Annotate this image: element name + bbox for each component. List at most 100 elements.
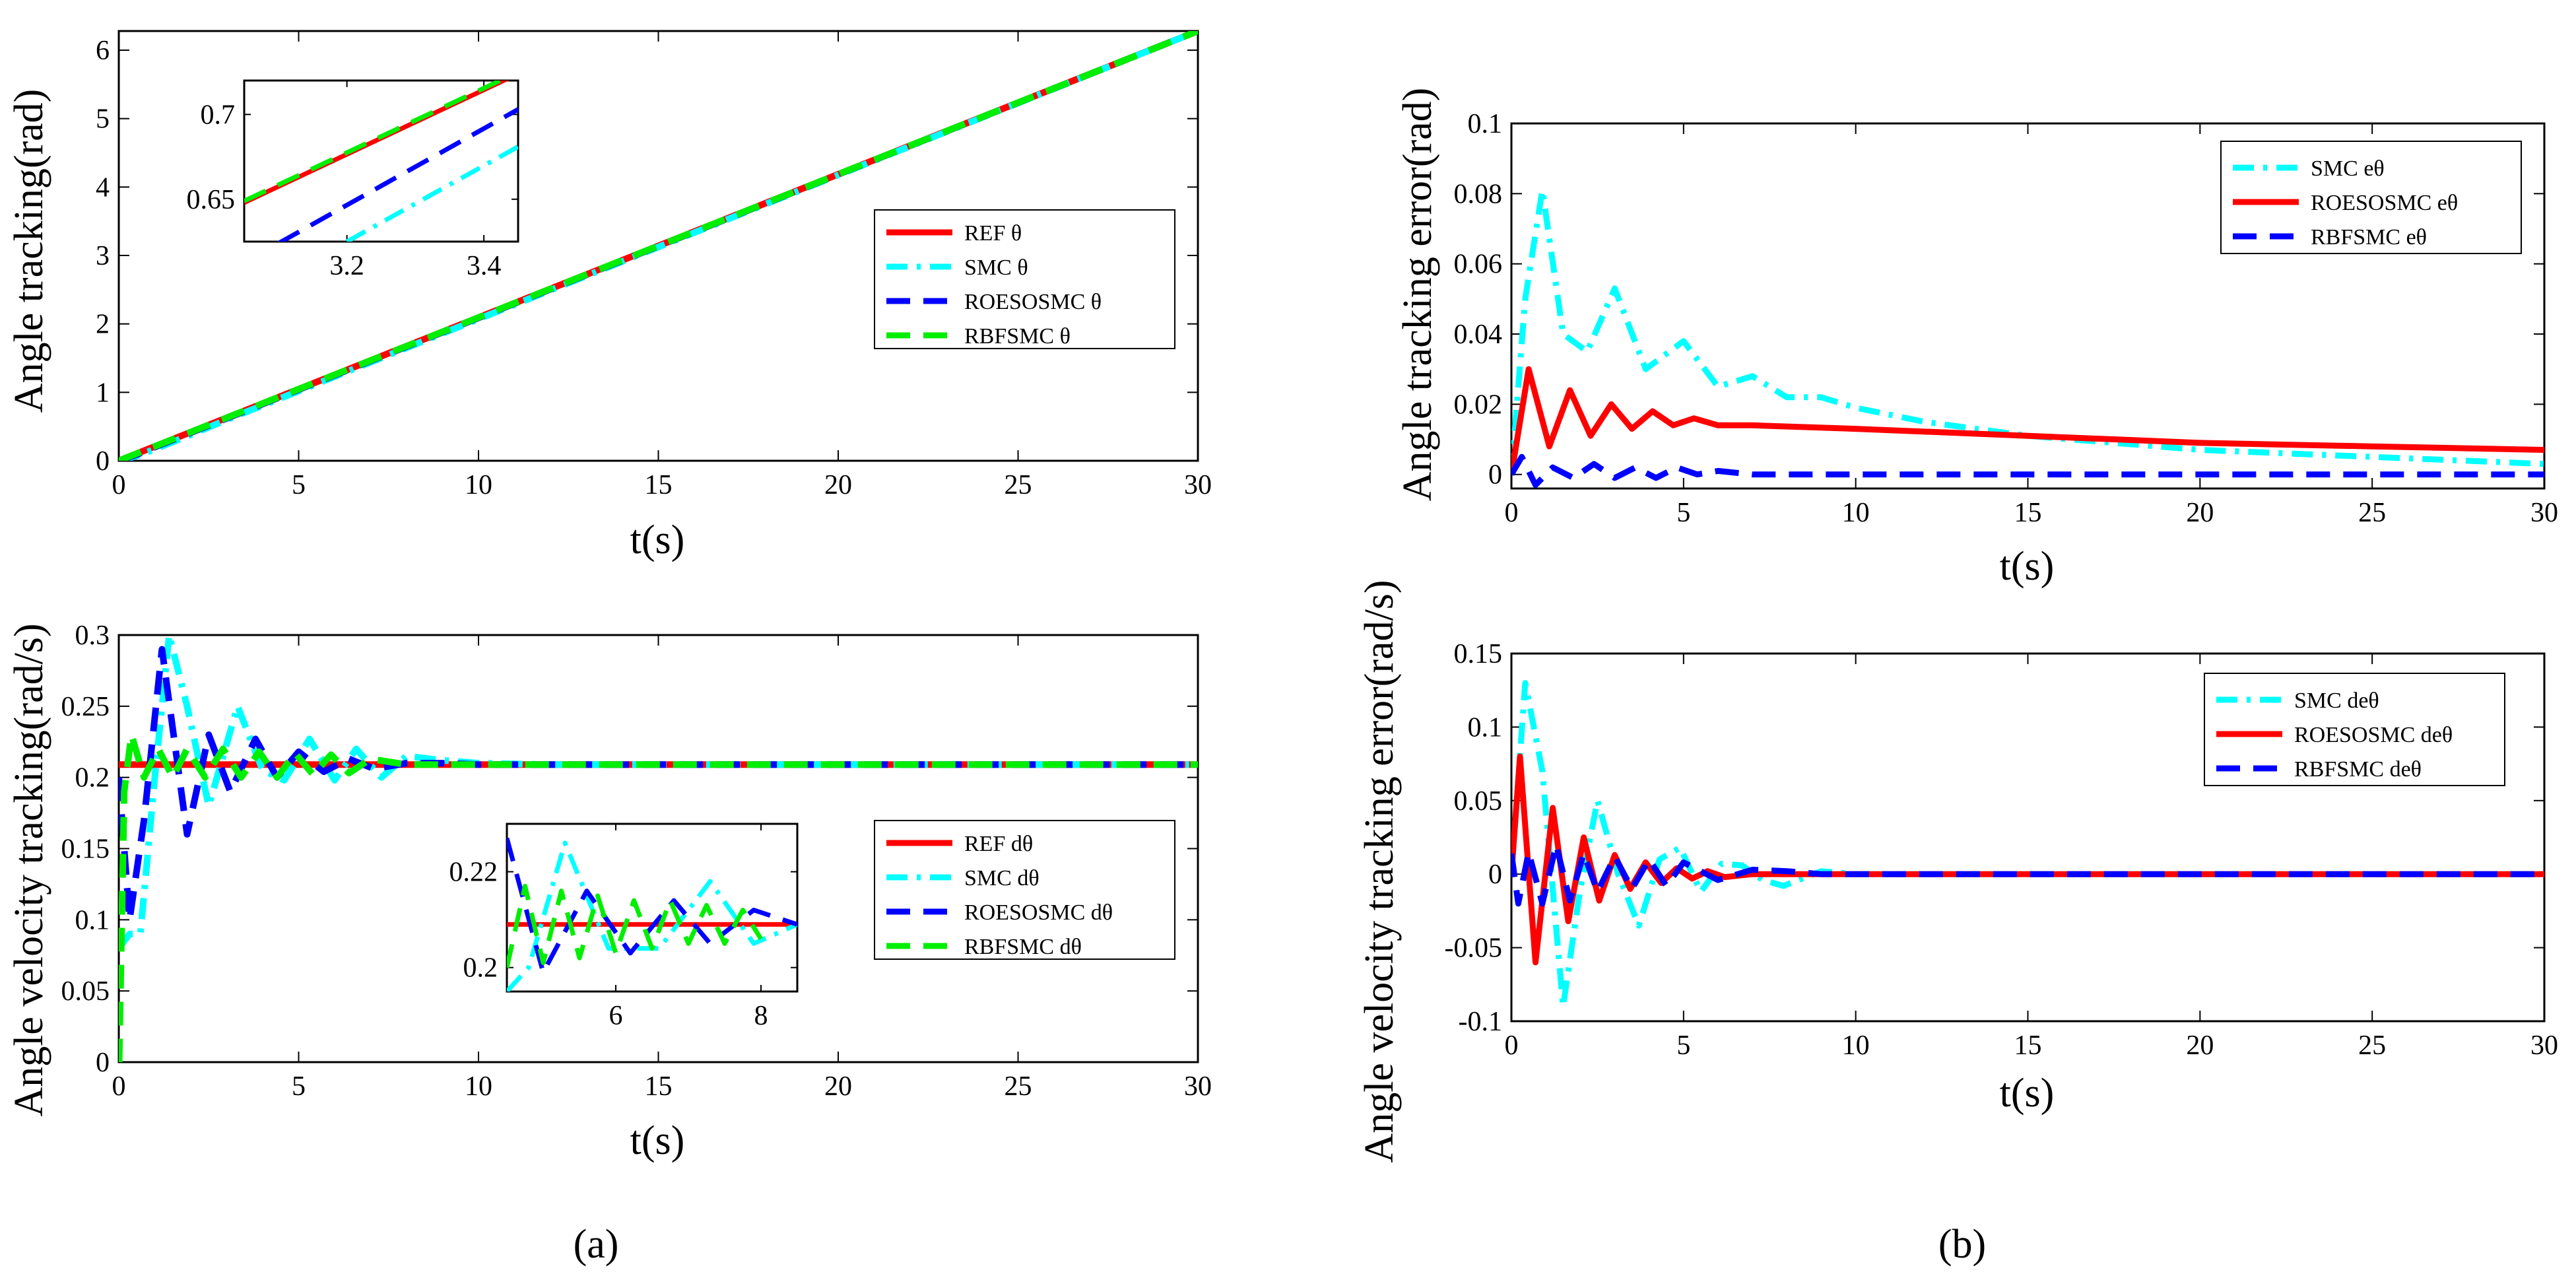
legend-label: RBFSMC deθ xyxy=(2294,757,2422,782)
series-line-ref xyxy=(1511,366,2544,475)
y-tick-label: -0.1 xyxy=(1459,1007,1503,1037)
y-tick-label: 0.06 xyxy=(1454,250,1503,280)
x-tick-label: 10 xyxy=(465,470,492,500)
x-tick-label: 20 xyxy=(824,470,852,500)
ylabel: Angle velocity tracking error(rad/s) xyxy=(1357,580,1402,1162)
y-tick-label: 0.04 xyxy=(1454,320,1503,350)
y-tick-label: 5 xyxy=(96,104,110,135)
y-tick-label: 4 xyxy=(96,172,110,203)
y-tick-label: 0.1 xyxy=(1468,712,1503,743)
x-tick-label: 5 xyxy=(292,470,306,500)
x-tick-label: 20 xyxy=(2186,1030,2214,1061)
y-tick-label: 3 xyxy=(96,241,110,271)
xlabel: t(s) xyxy=(630,1118,685,1163)
series-line-rbfsmc xyxy=(119,31,1198,461)
caption-b: (b) xyxy=(1938,1222,1986,1267)
legend-label: RBFSMC eθ xyxy=(2311,225,2427,250)
y-tick-label: 0.05 xyxy=(1454,786,1503,817)
x-tick-label: 25 xyxy=(1005,470,1032,500)
y-tick-label: 1 xyxy=(96,378,110,408)
y-tick-label: 0.65 xyxy=(187,185,236,215)
y-tick-label: 6 xyxy=(96,36,110,66)
xlabel: t(s) xyxy=(630,518,685,562)
legend-label: RBFSMC θ xyxy=(964,324,1071,349)
series-line-roesosmc xyxy=(277,107,518,242)
y-tick-label: 0.15 xyxy=(1454,639,1503,669)
x-tick-label: 20 xyxy=(824,1071,852,1102)
legend-label: SMC eθ xyxy=(2311,156,2385,181)
series-line-smc xyxy=(507,840,797,992)
x-tick-label: 5 xyxy=(1676,498,1690,528)
series-line-rbfsmc xyxy=(119,731,1198,1062)
series-line-roesosmc xyxy=(1511,842,2544,907)
legend-label: SMC deθ xyxy=(2294,689,2379,713)
chart-angle-velocity-tracking: Angle velocity tracking(rad/s) t(s) 0 5 10… xyxy=(7,621,1212,1163)
legend-label: REF θ xyxy=(964,221,1022,246)
y-tick-label: 0.1 xyxy=(1468,109,1503,139)
x-tick-label: 25 xyxy=(1005,1071,1032,1102)
x-tick-label: 3.2 xyxy=(329,251,364,281)
x-tick-label: 5 xyxy=(1676,1030,1690,1061)
chart-angle-tracking: Angle tracking(rad) t(s) 0 5 10 15 20 25 30012… xyxy=(7,30,1212,562)
xlabel: t(s) xyxy=(2000,544,2055,589)
y-tick-label: 0 xyxy=(1488,859,1502,890)
y-tick-label: 0.25 xyxy=(61,692,110,722)
x-tick-label: 6 xyxy=(609,1001,623,1031)
ylabel: Angle tracking error(rad) xyxy=(1395,88,1440,502)
x-tick-label: 15 xyxy=(645,1071,673,1102)
x-tick-label: 10 xyxy=(465,1071,492,1102)
x-tick-label: 25 xyxy=(2358,498,2386,528)
series-line-rbfsmc xyxy=(244,81,506,203)
y-tick-label: 0 xyxy=(96,446,110,477)
x-tick-label: 30 xyxy=(2530,1030,2558,1061)
legend-label: RBFSMC dθ xyxy=(964,935,1082,959)
x-tick-label: 25 xyxy=(2358,1030,2386,1061)
x-tick-label: 15 xyxy=(2014,498,2042,528)
x-tick-label: 15 xyxy=(2014,1030,2042,1061)
y-tick-label: 0.22 xyxy=(449,858,498,888)
y-tick-label: 0.2 xyxy=(463,953,498,984)
x-tick-label: 20 xyxy=(2186,498,2214,528)
x-tick-label: 0 xyxy=(112,1071,126,1102)
inset-frame xyxy=(506,823,799,993)
series-line-smc xyxy=(1511,680,2544,1010)
xlabel: t(s) xyxy=(2000,1071,2055,1116)
y-tick-label: -0.05 xyxy=(1445,933,1503,964)
y-tick-label: 0.02 xyxy=(1454,389,1503,420)
legend-label: SMC θ xyxy=(964,255,1028,280)
x-tick-label: 10 xyxy=(1842,498,1870,528)
y-tick-label: 0.2 xyxy=(75,763,110,793)
x-tick-label: 3.4 xyxy=(467,251,502,281)
chart-angle-velocity-tracking-error: Angle velocity tracking error(rad/s) t(s… xyxy=(1357,580,2558,1162)
x-tick-label: 0 xyxy=(1505,1030,1519,1061)
legend-label: ROESOSMC θ xyxy=(964,290,1102,314)
x-tick-label: 5 xyxy=(292,1071,306,1102)
inset-frame xyxy=(243,79,519,243)
x-tick-label: 0 xyxy=(1505,498,1519,528)
inset-zoom: 6 8 0.2 0.22 xyxy=(449,823,799,1031)
x-tick-label: 30 xyxy=(1184,470,1212,500)
series-line-roesosmc xyxy=(1511,454,2544,488)
x-tick-label: 8 xyxy=(754,1001,768,1031)
y-tick-label: 0.3 xyxy=(75,621,110,651)
y-tick-label: 0 xyxy=(96,1048,110,1078)
ylabel: Angle tracking(rad) xyxy=(7,89,51,413)
x-tick-label: 30 xyxy=(1184,1071,1212,1102)
y-tick-label: 0.05 xyxy=(61,976,110,1007)
x-tick-label: 15 xyxy=(645,470,673,500)
x-tick-label: 30 xyxy=(2530,498,2558,528)
ylabel: Angle velocity tracking(rad/s) xyxy=(7,623,51,1116)
y-tick-label: 0.15 xyxy=(61,834,110,865)
series-line-smc xyxy=(1511,187,2544,475)
y-tick-label: 2 xyxy=(96,310,110,340)
y-tick-label: 0.1 xyxy=(75,905,110,935)
legend-label: SMC dθ xyxy=(964,866,1040,891)
y-tick-label: 0.08 xyxy=(1454,179,1503,209)
legend-label: ROESOSMC dθ xyxy=(964,900,1113,925)
x-tick-label: 0 xyxy=(112,470,126,500)
series-line-roesosmc xyxy=(507,837,797,975)
inset-zoom: 3.2 3.4 0.65 0.7 xyxy=(187,79,519,281)
series-line-smc xyxy=(119,635,1198,951)
y-tick-label: 0 xyxy=(1488,460,1502,490)
